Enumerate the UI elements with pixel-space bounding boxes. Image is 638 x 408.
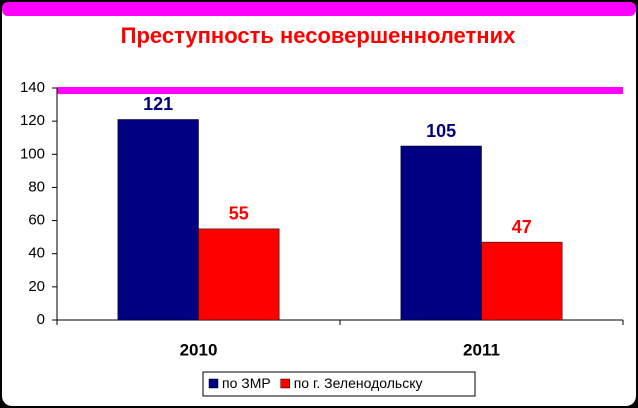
y-tick-label: 100	[20, 145, 45, 162]
top-band	[2, 2, 636, 16]
bar	[481, 241, 563, 321]
y-tick-label: 40	[28, 245, 45, 262]
y-tick-label: 140	[20, 79, 45, 96]
legend	[202, 371, 476, 397]
data-label: 47	[512, 217, 532, 237]
y-tick-label: 120	[20, 112, 45, 129]
data-label: 55	[229, 204, 249, 224]
y-tick-label: 60	[28, 212, 45, 229]
y-tick-label: 20	[28, 278, 45, 295]
bar	[400, 145, 482, 321]
bar	[117, 119, 199, 321]
legend-swatch	[208, 378, 219, 389]
data-label: 105	[426, 121, 456, 141]
data-label: 121	[143, 94, 173, 114]
chart-title: Преступность несовершеннолетних	[121, 23, 516, 48]
plot-band	[57, 87, 623, 94]
legend-label: по г. Зеленодольску	[294, 375, 423, 391]
x-tick-label: 2011	[463, 340, 500, 359]
y-tick-label: 0	[37, 311, 45, 328]
x-tick-label: 2010	[180, 340, 218, 359]
bar	[198, 228, 280, 321]
legend-swatch	[280, 378, 290, 389]
y-tick-label: 80	[28, 178, 45, 195]
legend-label: по ЗМР	[222, 375, 271, 391]
